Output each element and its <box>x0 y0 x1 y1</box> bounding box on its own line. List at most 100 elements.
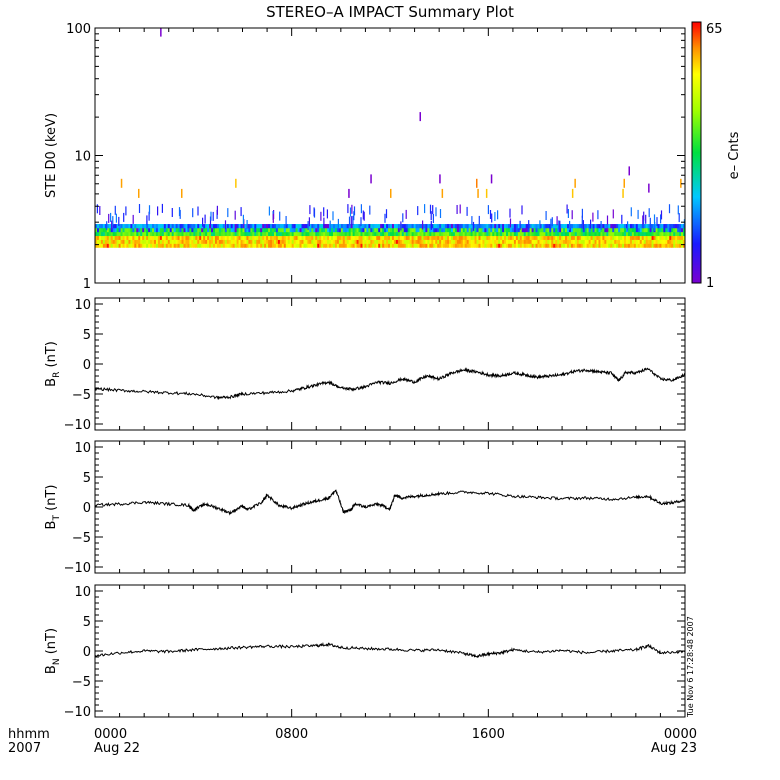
ste-sparse-tick <box>148 205 151 215</box>
ste-cell <box>511 243 515 248</box>
ste-cell <box>285 239 289 244</box>
ste-cell <box>126 231 129 237</box>
ste-cell <box>523 224 527 229</box>
ste-cell <box>386 239 389 244</box>
ste-sparse-tick <box>660 210 663 220</box>
ste-cell <box>305 224 308 229</box>
ste-cell <box>374 235 377 240</box>
ste-cell <box>535 243 538 248</box>
ste-cell <box>167 227 171 233</box>
ste-cell <box>606 231 609 237</box>
ste-cell <box>586 243 590 248</box>
ste-cell <box>334 239 338 244</box>
ste-cell <box>159 227 163 233</box>
ste-cell <box>222 231 226 237</box>
ste-cell <box>346 224 350 229</box>
ste-cell <box>484 243 487 248</box>
ste-cell <box>362 227 365 233</box>
ste-cell <box>323 231 326 237</box>
ste-cell <box>620 231 623 237</box>
ste-cell <box>462 235 466 240</box>
ste-cell <box>639 227 643 233</box>
ste-cell <box>549 227 552 233</box>
ste-cell <box>242 243 245 248</box>
ste-cell <box>425 231 428 237</box>
ste-cell <box>120 224 123 229</box>
ste-cell <box>555 243 558 248</box>
ste-cell <box>482 243 485 248</box>
ste-cell <box>126 235 129 240</box>
ste-cell <box>295 235 298 240</box>
ste-cell <box>543 239 546 244</box>
ste-cell <box>468 224 472 229</box>
ste-sparse-tick <box>567 209 569 218</box>
ste-cell <box>236 239 239 244</box>
ste-cell <box>305 243 308 248</box>
ste-sparse-tick <box>111 220 113 230</box>
ste-cell <box>515 224 519 229</box>
ste-cell <box>352 231 355 237</box>
ste-cell <box>521 227 525 233</box>
ste-sparse-tick <box>96 204 98 214</box>
ste-cell <box>128 239 131 244</box>
ste-cell <box>266 239 269 244</box>
ste-cell <box>289 231 293 237</box>
y-tick-label: 0 <box>83 645 91 660</box>
ste-cell <box>165 243 169 248</box>
ste-cell <box>234 227 237 233</box>
ste-cell <box>435 227 438 233</box>
ste-cell <box>535 239 538 244</box>
ste-cell <box>456 224 460 229</box>
ste-cell <box>570 231 574 237</box>
ste-cell <box>553 227 556 233</box>
ste-sparse-tick <box>234 210 236 220</box>
ste-cell <box>401 227 405 233</box>
ste-cell <box>270 235 273 240</box>
ste-sparse-tick <box>227 208 229 218</box>
ste-cell <box>354 243 357 248</box>
ste-cell <box>405 239 409 244</box>
ste-cell <box>317 243 320 248</box>
ste-cell <box>570 239 574 244</box>
ste-cell <box>545 231 548 237</box>
ste-cell <box>273 227 277 233</box>
y-tick-label: −10 <box>64 561 91 576</box>
ste-cell <box>159 231 163 237</box>
ste-cell <box>590 239 593 244</box>
ste-cell <box>254 239 257 244</box>
ste-cell <box>283 227 287 233</box>
ste-cell <box>663 227 666 233</box>
ste-cell <box>616 231 619 237</box>
ste-cell <box>331 235 334 240</box>
ste-cell <box>236 243 239 248</box>
ste-cell <box>238 239 241 244</box>
ste-cell <box>154 227 157 233</box>
ste-cell <box>199 231 202 237</box>
ste-cell <box>214 227 218 233</box>
ste-cell <box>195 231 198 237</box>
ste-cell <box>96 235 100 240</box>
ste-cell <box>405 224 409 229</box>
ste-cell <box>629 227 633 233</box>
ste-cell <box>167 235 171 240</box>
ste-cell <box>370 224 373 229</box>
ste-cell <box>612 224 615 229</box>
ste-cell <box>309 243 312 248</box>
ste-cell <box>441 239 444 244</box>
ste-cell <box>254 243 257 248</box>
ste-cell <box>209 224 212 229</box>
ste-sparse-tick <box>660 214 662 224</box>
ste-cell <box>98 227 102 233</box>
ste-cell <box>167 224 171 229</box>
ste-sparse-tick <box>417 206 419 216</box>
ste-cell <box>211 224 214 229</box>
ste-cell <box>602 243 605 248</box>
ste-sparse-tick <box>494 212 496 221</box>
ste-cell <box>329 239 332 244</box>
ste-cell <box>667 235 670 240</box>
ste-cell <box>496 243 499 248</box>
ste-event <box>138 188 140 198</box>
ste-cell <box>376 235 379 240</box>
ste-cell <box>148 231 151 237</box>
ste-cell <box>531 239 534 244</box>
